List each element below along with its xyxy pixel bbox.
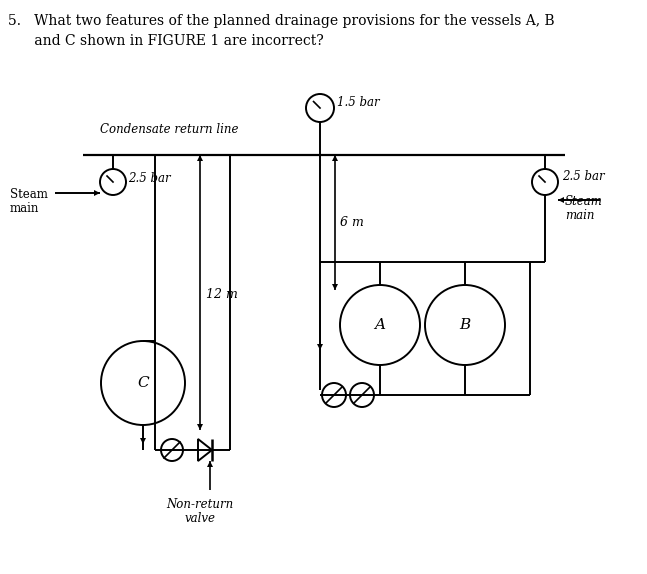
- Text: C: C: [137, 376, 149, 390]
- Text: A: A: [375, 318, 386, 332]
- Polygon shape: [197, 155, 203, 161]
- Circle shape: [425, 285, 505, 365]
- Polygon shape: [207, 461, 213, 467]
- Text: Non-return: Non-return: [166, 498, 234, 511]
- Text: 2.5 bar: 2.5 bar: [128, 172, 171, 184]
- Text: 2.5 bar: 2.5 bar: [562, 169, 605, 183]
- Text: 1.5 bar: 1.5 bar: [337, 95, 380, 108]
- Text: Steam: Steam: [10, 188, 48, 201]
- Text: main: main: [10, 202, 39, 215]
- Polygon shape: [198, 439, 212, 461]
- Polygon shape: [558, 197, 564, 203]
- Text: 6 m: 6 m: [340, 215, 364, 228]
- Circle shape: [322, 383, 346, 407]
- Circle shape: [350, 383, 374, 407]
- Text: Condensate return line: Condensate return line: [100, 123, 239, 136]
- Text: and C shown in FIGURE 1 are incorrect?: and C shown in FIGURE 1 are incorrect?: [8, 34, 324, 48]
- Text: 12 m: 12 m: [206, 289, 238, 301]
- Circle shape: [532, 169, 558, 195]
- Circle shape: [340, 285, 420, 365]
- Text: main: main: [565, 209, 595, 222]
- Circle shape: [100, 169, 126, 195]
- Polygon shape: [94, 190, 100, 196]
- Text: 5.   What two features of the planned drainage provisions for the vessels A, B: 5. What two features of the planned drai…: [8, 14, 554, 28]
- Circle shape: [101, 341, 185, 425]
- Text: B: B: [459, 318, 470, 332]
- Polygon shape: [197, 424, 203, 430]
- Polygon shape: [140, 438, 146, 444]
- Text: Steam: Steam: [565, 195, 603, 208]
- Polygon shape: [332, 284, 338, 290]
- Circle shape: [306, 94, 334, 122]
- Circle shape: [161, 439, 183, 461]
- Text: valve: valve: [184, 512, 215, 525]
- Polygon shape: [332, 155, 338, 161]
- Polygon shape: [317, 344, 323, 350]
